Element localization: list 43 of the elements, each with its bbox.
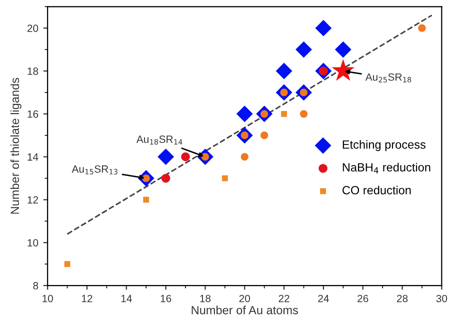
x-tick-label: 14 xyxy=(121,294,132,302)
x-tick-label: 12 xyxy=(82,294,92,302)
legend-label: NaBH$_{4}$ reduction xyxy=(342,162,430,174)
point xyxy=(158,148,174,166)
y-tick-label: 10 xyxy=(28,239,38,246)
x-tick-label: 16 xyxy=(160,294,172,302)
x-axis-title: Number of Au atoms xyxy=(192,306,298,314)
point xyxy=(236,106,253,122)
x-tick-label: 22 xyxy=(278,294,290,302)
annotation: Au$_{18}$SR$_{14}$ xyxy=(136,136,182,145)
annotation: Au$_{15}$SR$_{13}$ xyxy=(72,165,118,174)
point xyxy=(64,261,70,268)
point xyxy=(143,196,150,203)
y-axis-title: Number of thiolate ligands xyxy=(10,78,22,214)
x-tick-label: 24 xyxy=(318,294,329,302)
point xyxy=(161,174,170,183)
y-tick-label: 18 xyxy=(28,68,38,75)
legend-label: CO reduction xyxy=(342,186,411,194)
y-tick-label: 14 xyxy=(28,153,38,161)
x-tick-label: 20 xyxy=(239,294,250,302)
y-tick-label: 16 xyxy=(28,110,38,118)
x-tick-label: 30 xyxy=(436,294,448,302)
x-tick-label: 18 xyxy=(200,294,211,302)
point xyxy=(332,58,355,81)
x-tick-label: 28 xyxy=(396,294,408,302)
x-tick-label: 26 xyxy=(358,294,368,302)
point xyxy=(334,41,352,58)
point xyxy=(315,20,332,36)
point xyxy=(418,24,426,32)
point xyxy=(181,152,190,162)
point xyxy=(276,62,292,80)
point xyxy=(222,175,228,182)
y-tick-label: 20 xyxy=(27,24,38,32)
point xyxy=(281,110,287,117)
x-tick-label: 10 xyxy=(42,294,53,302)
y-tick-label: 8 xyxy=(33,282,38,290)
legend-label: Etching process xyxy=(342,140,426,152)
point xyxy=(240,153,248,161)
y-tick-label: 12 xyxy=(28,196,38,204)
point xyxy=(296,41,312,58)
annotation: Au$_{25}$SR$_{18}$ xyxy=(365,73,412,82)
point xyxy=(260,132,268,140)
point xyxy=(300,110,308,118)
